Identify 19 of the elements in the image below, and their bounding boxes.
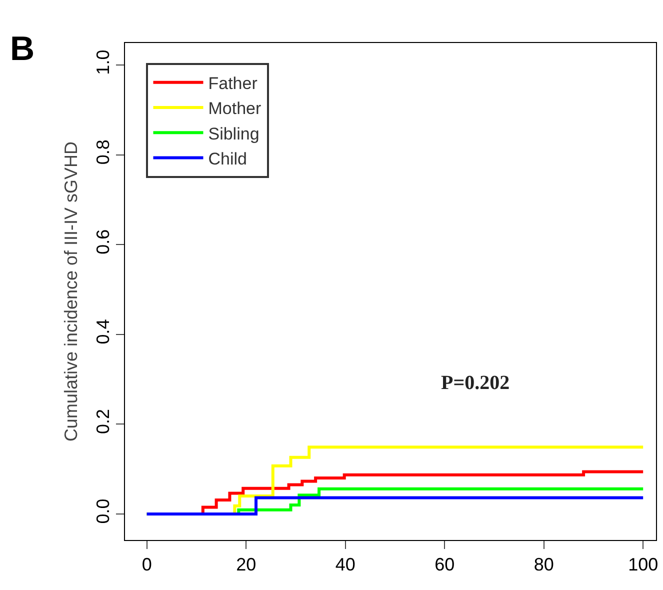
y-tick-label: 1.0 [92, 50, 113, 75]
x-tick-label: 80 [534, 554, 554, 575]
legend-label: Mother [208, 99, 262, 118]
y-tick-label: 0.0 [92, 498, 113, 524]
x-tick-label: 40 [335, 554, 356, 575]
x-tick-label: 20 [236, 554, 256, 575]
y-tick-label: 0.6 [92, 229, 113, 254]
x-tick-label: 100 [628, 554, 658, 575]
x-tick-label: 60 [434, 554, 455, 575]
y-tick-label: 0.8 [92, 140, 113, 165]
legend-label: Sibling [208, 124, 260, 144]
legend-label: Father [208, 74, 258, 94]
y-tick-label: 0.2 [92, 408, 113, 434]
y-axis-title: Cumulative incidence of III-IV sGVHD [61, 141, 81, 442]
y-tick-label: 0.4 [92, 319, 113, 344]
x-tick-label: 0 [142, 554, 152, 575]
legend-label: Child [208, 149, 247, 168]
annotation: P=0.202 [441, 372, 510, 394]
text: B [10, 30, 35, 68]
